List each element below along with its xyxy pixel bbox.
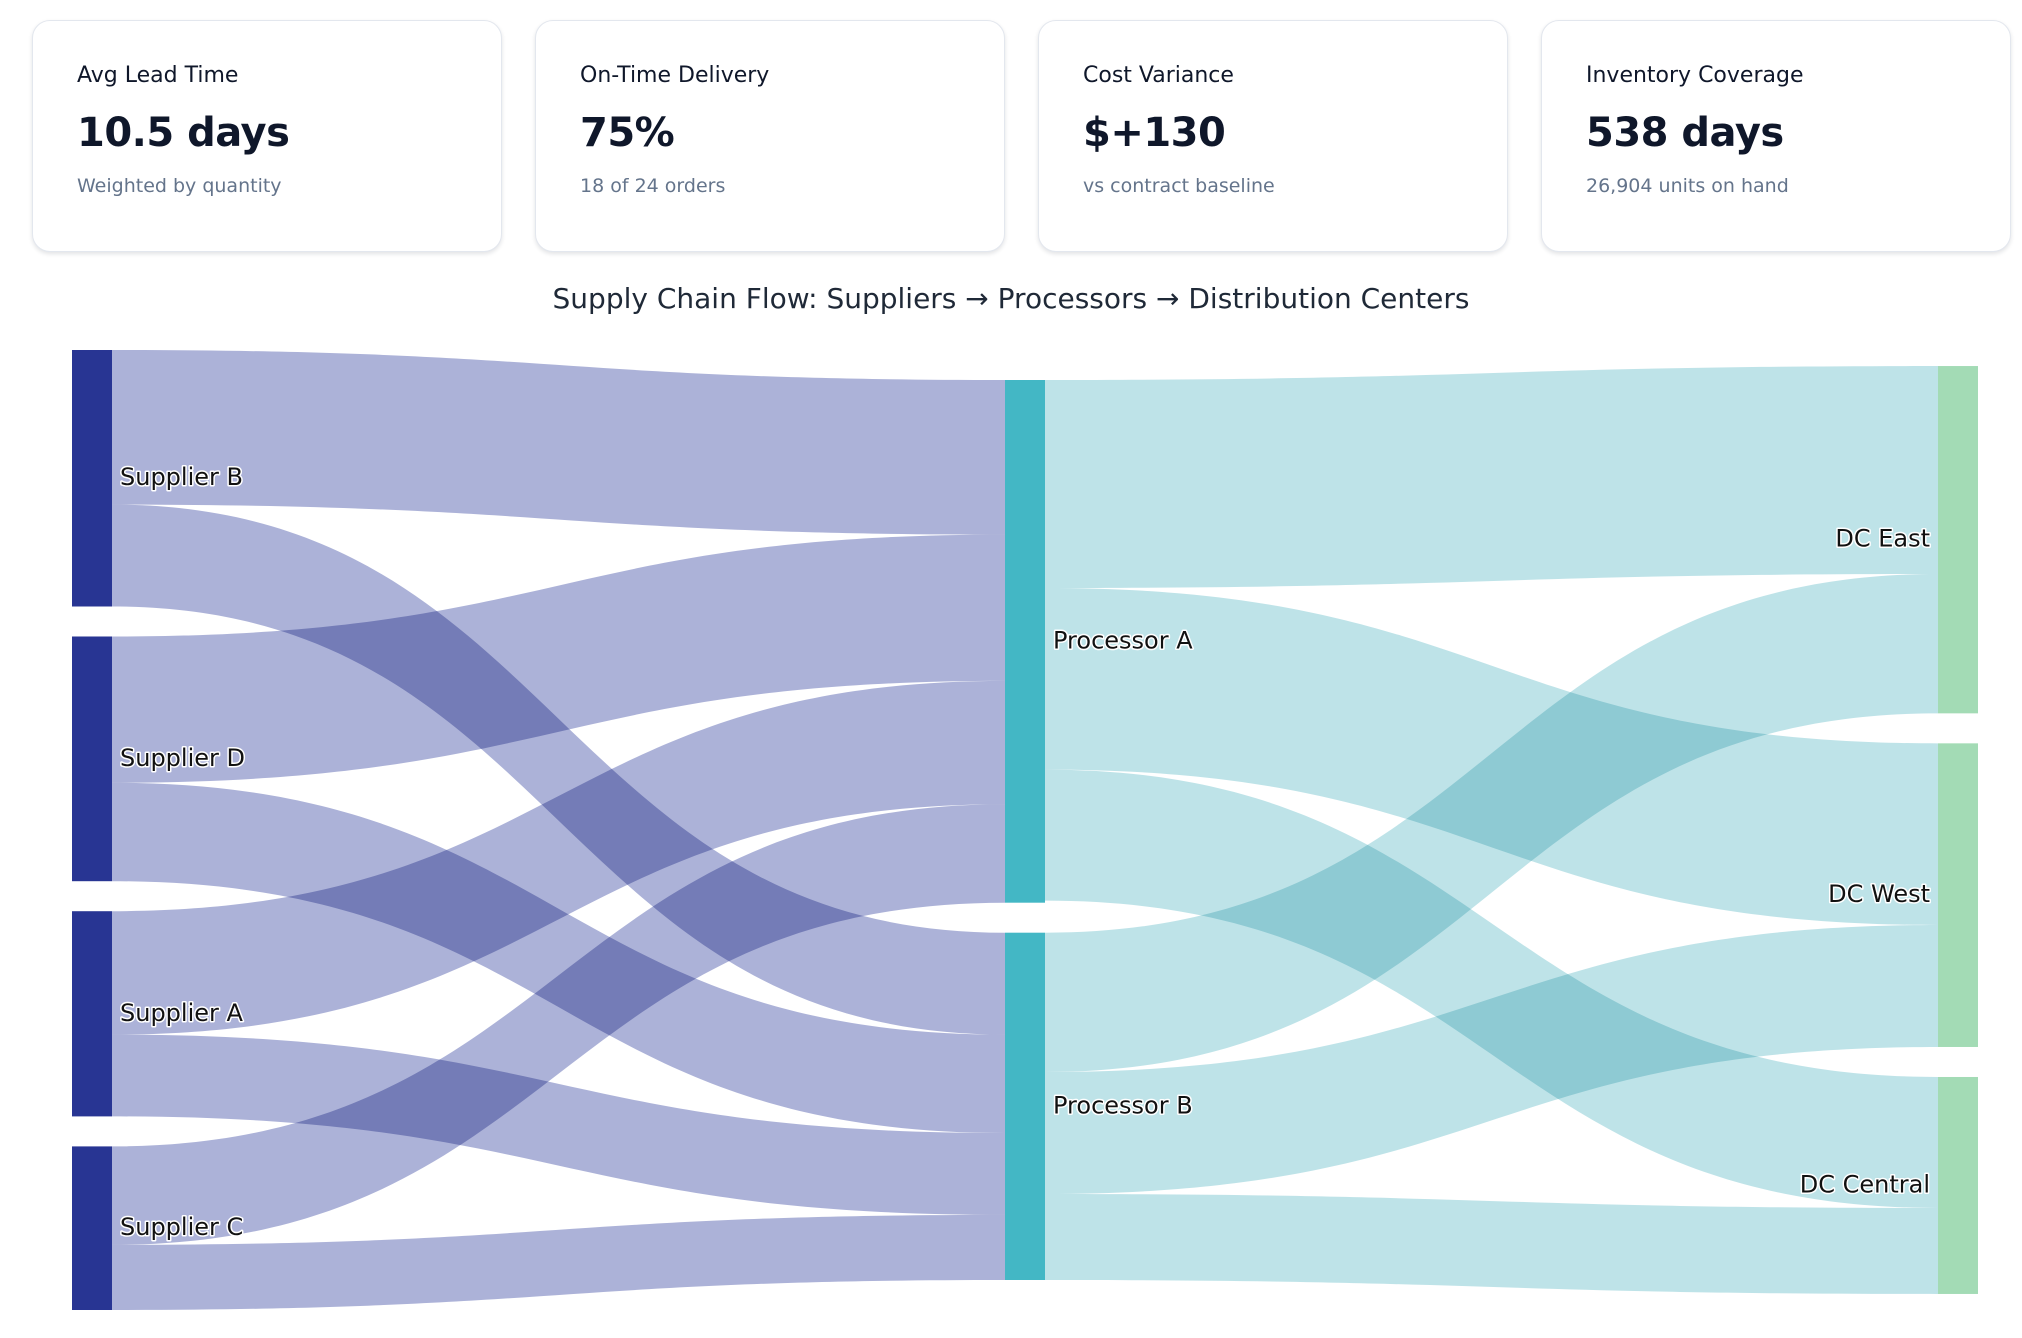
sankey-link-supC-procB[interactable] xyxy=(112,1214,1005,1310)
sankey-node-supC[interactable] xyxy=(72,1146,112,1310)
sankey-node-label-supA: Supplier A xyxy=(120,999,244,1027)
kpi-sub: 18 of 24 orders xyxy=(580,175,726,197)
sankey-node-supD[interactable] xyxy=(72,636,112,882)
sankey-node-dcCentral[interactable] xyxy=(1938,1076,1978,1294)
sankey-node-procB[interactable] xyxy=(1005,932,1045,1280)
sankey-node-label-dcEast: DC East xyxy=(1835,525,1930,553)
sankey-labels: Supplier B Supplier D Supplier A Supplier C… xyxy=(119,462,1932,1243)
kpi-card-cost-variance: Cost Variance $+130 vs contract baseline xyxy=(1038,20,1508,252)
kpi-sub: Weighted by quantity xyxy=(77,175,282,197)
sankey-node-procA[interactable] xyxy=(1005,380,1045,903)
sankey-node-dcWest[interactable] xyxy=(1938,743,1978,1047)
sankey-link-procB-dcCentral[interactable] xyxy=(1045,1194,1938,1294)
kpi-label: Inventory Coverage xyxy=(1586,63,1804,88)
kpi-card-on-time: On-Time Delivery 75% 18 of 24 orders xyxy=(535,20,1005,252)
kpi-value: 75% xyxy=(580,110,675,156)
sankey-node-label-procB: Processor B xyxy=(1053,1091,1193,1119)
kpi-row: Avg Lead Time 10.5 days Weighted by quan… xyxy=(32,20,2022,256)
sankey-nodes xyxy=(72,350,1978,1310)
kpi-label: Cost Variance xyxy=(1083,63,1234,88)
sankey-link-supA-procB[interactable] xyxy=(112,1034,1005,1215)
kpi-sub: 26,904 units on hand xyxy=(1586,175,1789,197)
sankey-link-supA-procA[interactable] xyxy=(112,680,1005,1035)
chart-title: Supply Chain Flow: Suppliers → Processor… xyxy=(552,282,1470,315)
sankey-node-supB[interactable] xyxy=(72,350,112,607)
kpi-card-lead-time: Avg Lead Time 10.5 days Weighted by quan… xyxy=(32,20,502,252)
sankey-links xyxy=(112,350,1938,1310)
sankey-node-label-procA: Processor A xyxy=(1053,626,1193,654)
kpi-card-inventory: Inventory Coverage 538 days 26,904 units… xyxy=(1541,20,2011,252)
kpi-label: Avg Lead Time xyxy=(77,63,239,88)
sankey-link-procA-dcCentral[interactable] xyxy=(1045,769,1938,1208)
sankey-link-supB-procA[interactable] xyxy=(112,350,1005,535)
sankey-link-supC-procA[interactable] xyxy=(112,804,1005,1245)
sankey-node-label-dcWest: DC West xyxy=(1828,880,1930,908)
kpi-sub: vs contract baseline xyxy=(1083,175,1275,197)
sankey-link-procA-dcEast[interactable] xyxy=(1045,366,1938,588)
sankey-link-supD-procB[interactable] xyxy=(112,782,1005,1134)
sankey-node-supA[interactable] xyxy=(72,911,112,1117)
kpi-value: 10.5 days xyxy=(77,110,290,156)
sankey-node-label-dcCentral: DC Central xyxy=(1800,1170,1930,1198)
sankey-node-dcEast[interactable] xyxy=(1938,366,1978,714)
kpi-value: 538 days xyxy=(1586,110,1784,156)
sankey-link-supD-procA[interactable] xyxy=(112,534,1005,783)
sankey-link-procB-dcWest[interactable] xyxy=(1045,924,1938,1195)
kpi-label: On-Time Delivery xyxy=(580,63,770,88)
sankey-node-label-supB: Supplier B xyxy=(120,463,243,491)
sankey-node-label-supD: Supplier D xyxy=(120,744,245,772)
kpi-value: $+130 xyxy=(1083,110,1226,156)
sankey-node-label-supC: Supplier C xyxy=(120,1213,243,1241)
sankey-link-procB-dcEast[interactable] xyxy=(1045,574,1938,1073)
